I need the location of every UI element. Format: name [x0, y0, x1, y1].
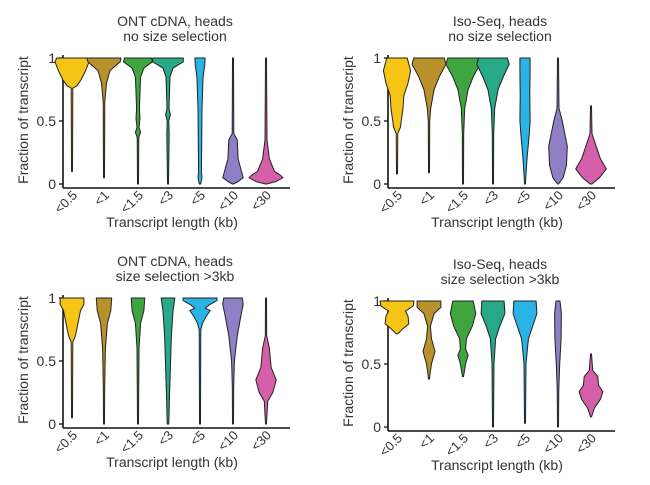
- violin-2: [445, 57, 481, 185]
- x-tick-label: <5: [512, 431, 533, 452]
- violin-1: [416, 300, 442, 380]
- x-tick-label: <1: [416, 188, 437, 209]
- violin-6: [575, 105, 607, 185]
- y-tick-label: 1: [373, 293, 381, 309]
- violin-3: [160, 297, 176, 425]
- x-tick-label: <5: [187, 188, 208, 209]
- x-tick-label: <5: [512, 188, 533, 209]
- chart-title-line: Iso-Seq, heads: [452, 256, 548, 272]
- x-tick-label: <3: [155, 188, 176, 209]
- violin-plot: 00.51<0.5 <1 <1.5 <3 <5 <10 <30: [362, 293, 615, 460]
- violin-panel: ONT cDNA, heads size selection >3kb Fracti…: [0, 240, 325, 482]
- y-tick-label: 0.5: [37, 353, 57, 369]
- x-tick-label: <30: [573, 431, 599, 457]
- y-tick-label: 1: [48, 290, 56, 306]
- violin-1: [86, 57, 122, 179]
- violin-plot: 00.51<0.5 <1 <1.5 <3 <5 <10 <30: [37, 50, 290, 217]
- x-axis-label: Transcript length (kb): [431, 457, 563, 473]
- y-tick-label: 0: [48, 416, 56, 432]
- y-tick-label: 0.5: [362, 356, 382, 372]
- violin-2: [130, 297, 146, 425]
- y-tick-label: 0.5: [37, 113, 57, 129]
- x-tick-label: <1.5: [117, 428, 146, 457]
- chart-title-line: ONT cDNA, heads: [117, 13, 233, 29]
- x-tick-label: <3: [480, 431, 501, 452]
- violin-2: [123, 57, 153, 185]
- x-tick-label: <1: [91, 188, 112, 209]
- violin-3: [152, 57, 184, 185]
- y-tick-label: 0: [48, 176, 56, 192]
- violin-5: [222, 57, 244, 185]
- violin-4: [519, 57, 531, 185]
- chart-title: ONT cDNA, heads size selection >3kb: [60, 254, 290, 284]
- violin-1: [411, 57, 447, 174]
- violin-2: [449, 300, 477, 378]
- chart-subtitle: no size selection: [123, 28, 227, 44]
- x-tick-label: <1.5: [117, 188, 146, 217]
- x-tick-label: <30: [248, 428, 274, 454]
- x-tick-label: <5: [187, 428, 208, 449]
- x-axis-label: Transcript length (kb): [431, 214, 563, 230]
- chart-subtitle: no size selection: [448, 28, 552, 44]
- y-tick-label: 0: [373, 176, 381, 192]
- x-tick-label: <30: [573, 188, 599, 214]
- violin-4: [194, 57, 206, 185]
- x-tick-label: <1.5: [442, 188, 471, 217]
- chart-title: ONT cDNA, heads no size selection: [60, 14, 290, 44]
- violin-6: [248, 57, 284, 185]
- x-tick-label: <10: [215, 188, 241, 214]
- violin-4: [182, 297, 218, 425]
- x-tick-label: <1: [91, 428, 112, 449]
- chart-title: Iso-Seq, heads no size selection: [385, 14, 615, 44]
- y-tick-label: 1: [48, 50, 56, 66]
- violin-plot: 00.51<0.5 <1 <1.5 <3 <5 <10 <30: [37, 290, 290, 457]
- violin-panel: Iso-Seq, heads no size selection Fraction …: [325, 0, 650, 242]
- x-tick-label: <1.5: [442, 431, 471, 460]
- violin-6: [255, 297, 277, 425]
- x-tick-label: <10: [215, 428, 241, 454]
- violin-1: [95, 297, 113, 425]
- violin-6: [578, 353, 604, 418]
- violin-panel: Iso-Seq, heads size selection >3kb Fractio…: [325, 243, 650, 485]
- x-tick-label: <3: [155, 428, 176, 449]
- y-tick-label: 0.5: [362, 113, 382, 129]
- x-tick-label: <10: [540, 188, 566, 214]
- chart-title-line: ONT cDNA, heads: [117, 253, 233, 269]
- chart-title: Iso-Seq, heads size selection >3kb: [385, 257, 615, 287]
- violin-4: [512, 300, 538, 424]
- y-tick-label: 1: [373, 50, 381, 66]
- violin-5: [548, 57, 568, 185]
- x-tick-label: <3: [480, 188, 501, 209]
- x-tick-label: <1: [416, 431, 437, 452]
- chart-subtitle: size selection >3kb: [440, 271, 560, 287]
- chart-subtitle: size selection >3kb: [115, 268, 235, 284]
- chart-title-line: Iso-Seq, heads: [452, 13, 548, 29]
- violin-0: [59, 297, 85, 419]
- violin-0: [382, 57, 412, 175]
- violin-3: [480, 300, 506, 428]
- x-axis-label: Transcript length (kb): [106, 214, 238, 230]
- violin-3: [476, 57, 510, 185]
- violin-0: [54, 57, 90, 172]
- violin-5: [222, 297, 244, 425]
- x-tick-label: <10: [540, 431, 566, 457]
- violin-plot: 00.51<0.5 <1 <1.5 <3 <5 <10 <30: [362, 50, 615, 217]
- violin-panel: ONT cDNA, heads no size selection Fraction…: [0, 0, 325, 242]
- x-tick-label: <30: [248, 188, 274, 214]
- x-axis-label: Transcript length (kb): [106, 454, 238, 470]
- violin-0: [379, 300, 415, 335]
- violin-5: [554, 300, 562, 428]
- y-tick-label: 0: [373, 419, 381, 435]
